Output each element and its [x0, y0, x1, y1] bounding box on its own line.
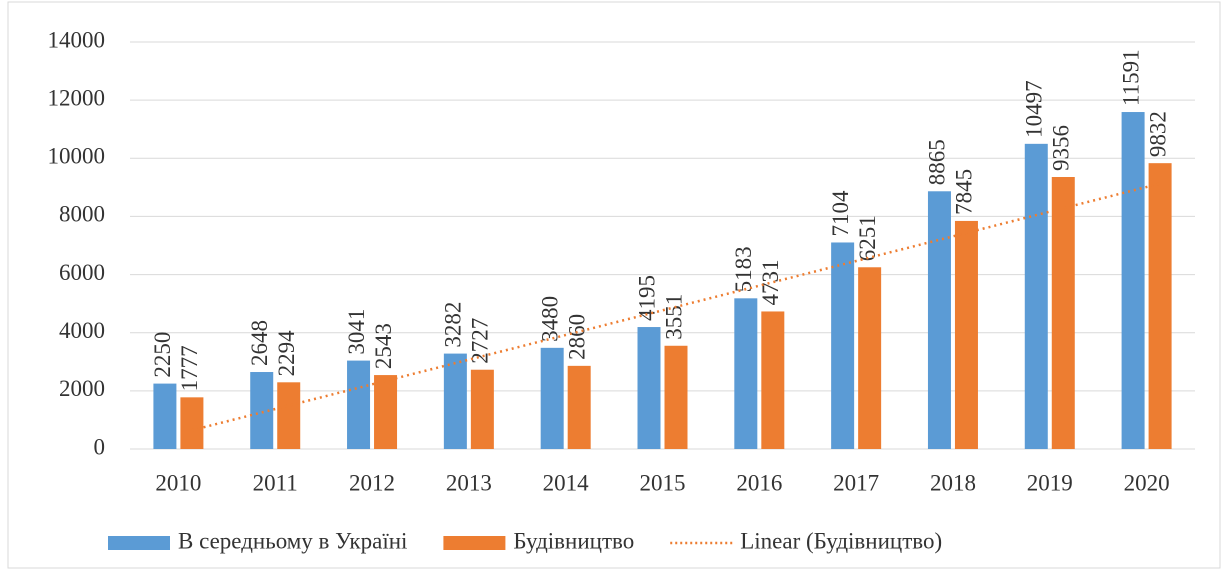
bar — [470, 369, 494, 449]
bar — [153, 383, 177, 449]
x-tick-label: 2018 — [930, 470, 976, 495]
bar — [664, 345, 688, 449]
bar — [443, 353, 467, 449]
bar — [540, 347, 564, 449]
bar — [734, 298, 758, 449]
legend-label: Будівництво — [513, 528, 634, 553]
data-label: 9356 — [1049, 125, 1074, 171]
x-tick-label: 2015 — [640, 470, 686, 495]
legend-label: Linear (Будівництво) — [740, 528, 942, 553]
bar — [347, 360, 371, 449]
x-tick-label: 2011 — [253, 470, 298, 495]
bar — [1024, 143, 1048, 449]
legend-swatch — [443, 536, 506, 550]
x-tick-label: 2012 — [349, 470, 395, 495]
x-tick-label: 2010 — [155, 470, 201, 495]
y-tick-label: 2000 — [59, 376, 105, 401]
data-label: 2250 — [150, 332, 175, 378]
bar — [180, 397, 204, 449]
data-label: 7104 — [828, 190, 853, 237]
bar — [858, 267, 882, 449]
bar — [567, 365, 591, 449]
data-label: 2727 — [468, 318, 493, 364]
data-label: 2294 — [274, 330, 299, 377]
bar — [1051, 177, 1075, 449]
bar — [637, 327, 661, 449]
x-tick-label: 2014 — [543, 470, 590, 495]
data-label: 3282 — [441, 302, 466, 348]
data-label: 2543 — [371, 323, 396, 369]
legend-label: В середньому в Україні — [178, 528, 407, 553]
y-tick-label: 8000 — [59, 202, 105, 227]
data-label: 7845 — [952, 169, 977, 215]
x-tick-label: 2016 — [736, 470, 782, 495]
data-label: 1777 — [177, 345, 202, 391]
bar — [1148, 163, 1172, 449]
trendline — [191, 182, 1161, 432]
y-tick-label: 14000 — [48, 27, 106, 52]
y-tick-label: 10000 — [48, 144, 106, 169]
x-tick-label: 2017 — [833, 470, 879, 495]
data-label: 3041 — [344, 309, 369, 355]
data-label: 8865 — [925, 139, 950, 185]
bar — [831, 242, 855, 449]
y-tick-label: 4000 — [59, 318, 105, 343]
bar — [277, 382, 301, 449]
data-label: 4731 — [758, 259, 783, 305]
x-tick-label: 2019 — [1027, 470, 1073, 495]
bar — [927, 191, 951, 449]
x-tick-label: 2013 — [446, 470, 492, 495]
data-label: 2648 — [247, 320, 272, 366]
bar — [250, 372, 274, 449]
data-label: 2860 — [564, 314, 589, 360]
data-label: 3551 — [661, 294, 686, 340]
chart-border — [7, 1, 1221, 569]
bar — [374, 375, 398, 449]
bar — [954, 220, 978, 449]
y-tick-label: 6000 — [59, 260, 105, 285]
bar — [1121, 112, 1145, 449]
data-label: 10497 — [1022, 80, 1047, 138]
data-label: 6251 — [855, 215, 880, 261]
data-label: 9832 — [1145, 111, 1170, 157]
y-tick-label: 0 — [94, 434, 106, 459]
legend-swatch — [108, 536, 170, 550]
data-label: 5183 — [731, 246, 756, 292]
data-label: 3480 — [537, 296, 562, 342]
data-label: 11591 — [1118, 49, 1143, 106]
bar — [761, 311, 785, 449]
y-tick-label: 12000 — [48, 85, 106, 110]
x-tick-label: 2020 — [1124, 470, 1170, 495]
